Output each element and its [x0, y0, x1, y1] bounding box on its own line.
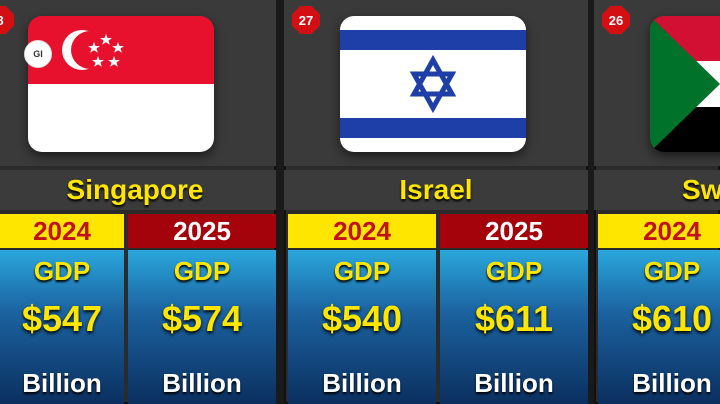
year-label: 2024 — [288, 214, 436, 248]
flag-area: 8 GI — [0, 0, 276, 166]
country-name: Singapore — [0, 170, 276, 210]
gdp-unit: Billion — [22, 368, 102, 398]
gdp-box: GDP $611 Billion — [440, 250, 588, 404]
gdp-column-2025: 2025 GDP $574 Billion — [128, 214, 276, 404]
gdp-box: GDP $574 Billion — [128, 250, 276, 404]
gdp-box: GDP $547 Billion — [0, 250, 124, 404]
gdp-value: $574 — [161, 298, 243, 339]
gdp-value: $540 — [321, 298, 403, 339]
gdp-unit: Billion — [162, 368, 242, 398]
year-label: 2024 — [0, 214, 124, 248]
year-label: 2024 — [598, 214, 720, 248]
country-name: Israel — [284, 170, 588, 210]
gdp-label: GDP — [173, 256, 231, 286]
gdp-value: $611 — [474, 298, 554, 339]
gdp-label: GDP — [33, 256, 91, 286]
sudan-flag-icon — [650, 16, 720, 152]
year-label: 2025 — [440, 214, 588, 248]
israel-flag-icon — [340, 16, 526, 152]
gdp-unit: Billion — [322, 368, 402, 398]
rank-badge: 26 — [602, 6, 630, 34]
gdp-box: GDP $540 Billion — [288, 250, 436, 404]
gdp-column-2024: 2024 GDP $610 Billion — [598, 214, 720, 404]
israel-flag — [340, 16, 526, 152]
gdp-value: $610 — [631, 298, 713, 339]
rank-badge: 27 — [292, 6, 320, 34]
gdp-unit: Billion — [632, 368, 712, 398]
rank-badge: 8 — [0, 6, 14, 34]
year-label: 2025 — [128, 214, 276, 248]
gdp-value: $547 — [21, 298, 103, 339]
gdp-label: GDP — [643, 256, 701, 286]
gdp-label: GDP — [485, 256, 543, 286]
gdp-box: GDP $610 Billion — [598, 250, 720, 404]
country-card-israel: 27 Israel 2024 GDP $540 Billion 2025 GDP… — [284, 0, 588, 404]
channel-logo-icon: GI — [24, 40, 52, 68]
country-name: Sw — [594, 170, 720, 210]
gdp-unit: Billion — [474, 368, 554, 398]
gdp-column-2025: 2025 GDP $611 Billion — [440, 214, 588, 404]
country-card-partial: 26 Sw 2024 GDP $610 Billion — [594, 0, 720, 404]
sudan-flag — [650, 16, 720, 152]
gdp-column-2024: 2024 GDP $540 Billion — [288, 214, 436, 404]
country-card-singapore: 8 GI Singapore 2024 GDP $547 — [0, 0, 276, 404]
flag-area: 27 — [284, 0, 588, 166]
gdp-label: GDP — [333, 256, 391, 286]
flag-area: 26 — [594, 0, 720, 166]
singapore-flag — [28, 16, 214, 152]
country-name-text: Sw — [682, 174, 720, 205]
singapore-flag-icon — [28, 16, 214, 152]
gdp-column-2024: 2024 GDP $547 Billion — [0, 214, 124, 404]
